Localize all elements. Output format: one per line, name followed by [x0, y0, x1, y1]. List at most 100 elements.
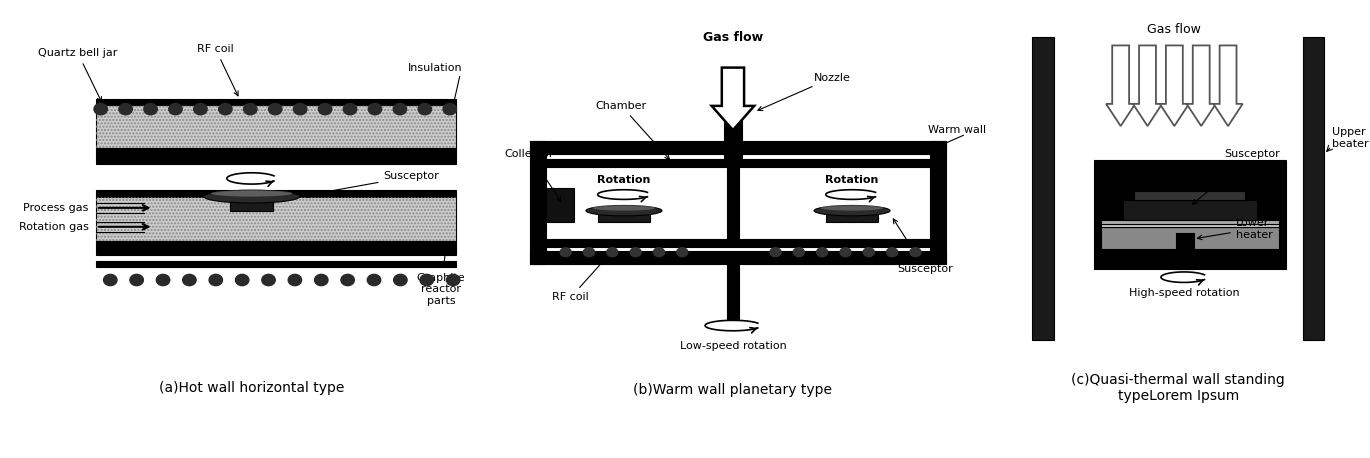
Text: Graphite
reactor
parts: Graphite reactor parts	[416, 251, 466, 306]
Circle shape	[886, 248, 897, 256]
Text: (a)Hot wall horizontal type: (a)Hot wall horizontal type	[159, 381, 344, 395]
Bar	[96, 148, 455, 164]
Text: Collector: Collector	[504, 149, 560, 201]
Circle shape	[421, 274, 433, 286]
Ellipse shape	[592, 205, 656, 211]
Circle shape	[560, 248, 571, 256]
Bar	[96, 98, 455, 105]
Text: Susceptor: Susceptor	[893, 219, 954, 274]
Circle shape	[344, 104, 356, 115]
Circle shape	[244, 104, 258, 115]
Bar	[530, 251, 945, 264]
Bar	[96, 241, 455, 255]
Bar	[727, 264, 738, 320]
Circle shape	[910, 248, 921, 256]
Text: Low-speed rotation: Low-speed rotation	[680, 341, 786, 351]
Circle shape	[418, 104, 432, 115]
Circle shape	[584, 248, 595, 256]
Bar	[930, 142, 945, 264]
Circle shape	[169, 104, 182, 115]
Bar	[1093, 160, 1285, 269]
Circle shape	[104, 274, 116, 286]
Text: Susceptor: Susceptor	[1193, 149, 1280, 204]
Polygon shape	[1214, 45, 1243, 126]
Circle shape	[193, 104, 207, 115]
Bar	[530, 142, 547, 264]
Circle shape	[369, 104, 382, 115]
Circle shape	[443, 104, 456, 115]
Text: High-speed rotation: High-speed rotation	[1129, 288, 1240, 298]
Bar	[1303, 38, 1323, 340]
Text: Susceptor: Susceptor	[304, 171, 440, 197]
Bar	[1122, 200, 1256, 220]
Bar	[96, 261, 455, 267]
Polygon shape	[1186, 45, 1215, 126]
Circle shape	[293, 104, 307, 115]
Circle shape	[219, 104, 232, 115]
Text: Nozzle: Nozzle	[758, 73, 851, 110]
Circle shape	[630, 248, 641, 256]
Bar	[1100, 227, 1278, 249]
Bar	[597, 211, 651, 222]
Text: Rotation gas: Rotation gas	[19, 222, 89, 232]
Ellipse shape	[211, 190, 293, 196]
Circle shape	[182, 274, 196, 286]
Polygon shape	[1133, 45, 1162, 126]
Circle shape	[607, 248, 618, 256]
Circle shape	[793, 248, 804, 256]
Circle shape	[393, 104, 407, 115]
Polygon shape	[1160, 45, 1189, 126]
Bar	[230, 196, 273, 212]
Bar	[1177, 233, 1193, 269]
Bar	[96, 105, 455, 148]
Bar	[547, 159, 930, 167]
Circle shape	[677, 248, 688, 256]
Circle shape	[130, 274, 144, 286]
Text: Insulation: Insulation	[408, 63, 463, 73]
Text: RF coil: RF coil	[197, 44, 238, 96]
Bar	[1100, 220, 1278, 224]
Bar	[96, 190, 455, 196]
Circle shape	[288, 274, 301, 286]
Circle shape	[840, 248, 851, 256]
Text: Chamber: Chamber	[596, 101, 670, 159]
Circle shape	[447, 274, 460, 286]
Polygon shape	[711, 68, 755, 130]
Bar	[547, 239, 930, 247]
Circle shape	[144, 104, 158, 115]
Bar	[530, 142, 945, 154]
Ellipse shape	[204, 190, 300, 203]
Ellipse shape	[821, 205, 884, 211]
Text: Rotation: Rotation	[225, 154, 278, 164]
Text: Rotation: Rotation	[597, 175, 651, 185]
Bar	[96, 196, 455, 241]
Bar	[96, 196, 455, 241]
Bar	[547, 188, 574, 222]
Text: Process gas: Process gas	[23, 203, 89, 213]
Text: Warm wall: Warm wall	[929, 125, 986, 135]
Text: Gas flow: Gas flow	[703, 31, 763, 44]
Circle shape	[156, 274, 170, 286]
Circle shape	[367, 274, 381, 286]
Circle shape	[653, 248, 664, 256]
Circle shape	[863, 248, 874, 256]
Circle shape	[262, 274, 275, 286]
Text: Upper
beater: Upper beater	[1332, 127, 1369, 149]
Bar	[727, 167, 738, 239]
Text: RF coil: RF coil	[552, 255, 608, 302]
Circle shape	[269, 104, 282, 115]
Text: (c)Quasi-thermal wall standing
typeLorem Ipsum: (c)Quasi-thermal wall standing typeLorem…	[1071, 373, 1285, 403]
Bar	[1134, 191, 1245, 200]
Bar	[723, 115, 743, 159]
Circle shape	[236, 274, 249, 286]
Text: Quartz bell jar: Quartz bell jar	[38, 49, 118, 102]
Text: Rotation: Rotation	[825, 175, 878, 185]
Circle shape	[119, 104, 133, 115]
Circle shape	[315, 274, 327, 286]
Circle shape	[95, 104, 107, 115]
Text: (b)Warm wall planetary type: (b)Warm wall planetary type	[633, 383, 833, 397]
Circle shape	[770, 248, 781, 256]
Text: Gas flow: Gas flow	[1148, 23, 1201, 36]
Circle shape	[318, 104, 332, 115]
Bar	[1033, 38, 1054, 340]
